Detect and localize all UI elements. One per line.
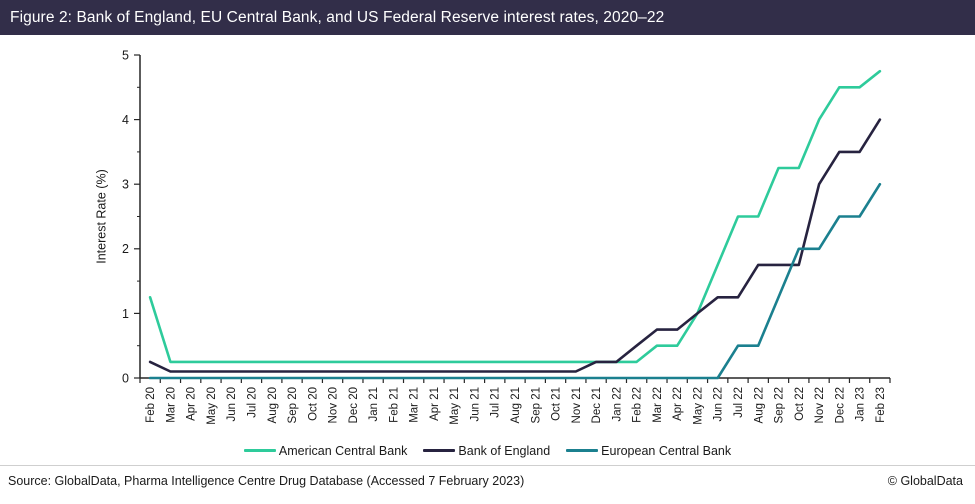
- legend-label: Bank of England: [458, 443, 551, 458]
- y-axis-title: Interest Rate (%): [94, 169, 108, 263]
- x-axis-tick-label: Sep 20: [287, 387, 299, 423]
- y-axis-tick-label: 4: [122, 113, 129, 127]
- x-axis-tick-label: Dec 20: [348, 387, 360, 423]
- x-axis-tick-label: Oct 21: [551, 387, 563, 421]
- x-axis-tick-label: Jan 21: [368, 387, 380, 422]
- series-line-european-central-bank: [148, 182, 882, 380]
- x-axis-tick-label: Feb 22: [632, 387, 644, 423]
- x-axis-tick-label: Nov 21: [571, 387, 583, 423]
- x-axis-tick-label: Jan 23: [855, 387, 867, 422]
- legend-line-swatch: [423, 449, 456, 452]
- series-line-american-central-bank: [148, 69, 882, 364]
- x-axis-tick-label: Feb 23: [875, 387, 887, 423]
- x-axis-tick-label: Aug 22: [753, 387, 765, 423]
- legend-item-bank-of-england: Bank of England: [423, 444, 550, 458]
- x-axis-tick-label: Oct 20: [307, 387, 319, 421]
- x-axis-tick-label: Aug 20: [267, 387, 279, 423]
- x-axis-tick-label: Apr 20: [186, 387, 198, 421]
- x-axis-tick-label: Nov 20: [328, 387, 340, 423]
- x-axis-tick-label: Jun 22: [713, 387, 725, 422]
- x-axis-tick-label: Jun 21: [469, 387, 481, 422]
- source-note: Source: GlobalData, Pharma Intelligence …: [8, 474, 525, 488]
- copyright-note: © GlobalData: [887, 474, 963, 488]
- legend-label: European Central Bank: [601, 443, 732, 458]
- figure-title: Figure 2: Bank of England, EU Central Ba…: [10, 8, 665, 26]
- x-axis-tick-label: Aug 21: [510, 387, 522, 423]
- x-axis-tick-label: May 20: [206, 387, 218, 425]
- figure-title-bar: Figure 2: Bank of England, EU Central Ba…: [0, 0, 975, 35]
- x-axis-tick-label: Jan 22: [611, 387, 623, 422]
- legend-item-american-central-bank: American Central Bank: [243, 443, 408, 458]
- legend-line-swatch: [243, 449, 276, 452]
- x-axis-tick-label: Mar 20: [165, 387, 177, 423]
- x-axis-tick-label: Sep 22: [774, 387, 786, 423]
- x-axis-tick-label: Feb 20: [145, 387, 157, 423]
- x-axis-tick-label: Dec 22: [834, 387, 846, 423]
- x-axis-tick-label: Oct 22: [794, 387, 806, 421]
- x-axis-tick-label: Apr 21: [429, 387, 441, 421]
- y-axis-tick-label: 5: [122, 48, 129, 62]
- x-axis-tick-label: Jul 20: [247, 387, 259, 418]
- y-axis-tick-label: 2: [122, 242, 129, 256]
- x-axis-tick-label: May 21: [449, 387, 461, 425]
- chart-legend: American Central Bank Bank of England Euro…: [0, 437, 975, 464]
- series-line-bank-of-england: [148, 118, 882, 373]
- x-axis-tick-label: Sep 21: [530, 387, 542, 423]
- y-axis-tick-label: 3: [122, 178, 129, 192]
- legend-item-european-central-bank: European Central Bank: [566, 444, 731, 458]
- x-axis-tick-label: Dec 21: [591, 387, 603, 423]
- y-axis-tick-label: 1: [122, 307, 129, 321]
- line-chart: 0 1 2 3 4 5 Feb 20 Mar 20 Apr 20 May 20 Jun 20 Jul …: [0, 35, 975, 437]
- x-axis-tick-label: Apr 22: [672, 387, 684, 421]
- x-axis-tick-label: Jul 22: [733, 387, 745, 418]
- x-axis-tick-label: Mar 22: [652, 387, 664, 423]
- y-axis-tick-label: 0: [122, 371, 129, 385]
- x-axis-tick-label: Mar 21: [409, 387, 421, 423]
- x-axis-tick-label: Nov 22: [814, 387, 826, 423]
- x-axis-tick-label: May 22: [692, 387, 704, 425]
- legend-label: American Central Bank: [278, 443, 408, 458]
- x-axis-tick-label: Feb 21: [388, 387, 400, 423]
- footer: Source: GlobalData, Pharma Intelligence …: [0, 465, 975, 504]
- chart-canvas: 0 1 2 3 4 5 Feb 20 Mar 20 Apr 20 May 20 Jun 20 Jul …: [94, 48, 891, 425]
- x-axis-tick-label: Jun 20: [226, 387, 238, 422]
- x-axis-tick-label: Jul 21: [490, 387, 502, 418]
- legend-line-swatch: [566, 449, 599, 452]
